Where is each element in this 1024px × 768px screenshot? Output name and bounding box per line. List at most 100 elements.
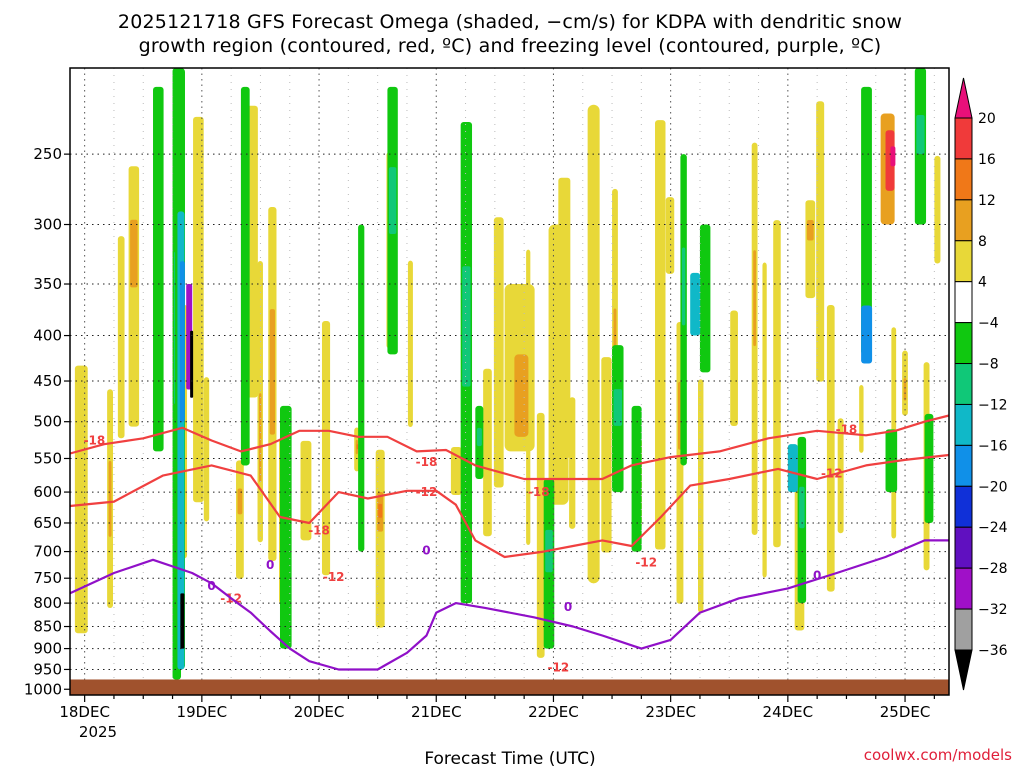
omega-cell	[375, 449, 385, 628]
x-axis-title: Forecast Time (UTC)	[424, 749, 595, 768]
contour-label: -12	[635, 555, 657, 569]
omega-cell	[300, 440, 312, 541]
contour-label: -12	[323, 570, 345, 584]
colorbar-bin	[954, 281, 973, 324]
omega-cell	[861, 86, 872, 355]
omega-cell	[787, 444, 798, 493]
omega-cell	[805, 200, 816, 299]
colorbar-tick-label: 8	[978, 234, 987, 250]
omega-cell	[237, 488, 243, 515]
omega-cell	[108, 460, 112, 537]
x-tick-label: 18DEC	[59, 703, 110, 721]
colorbar-bin	[954, 444, 973, 487]
y-tick-label: 950	[33, 660, 62, 678]
omega-cell	[203, 377, 210, 522]
omega-cell	[934, 155, 941, 264]
omega-cell	[690, 272, 701, 336]
colorbar-bin	[954, 649, 973, 691]
omega-cell	[903, 378, 907, 401]
omega-cell	[378, 503, 383, 518]
omega-cell	[613, 389, 623, 426]
omega-cell	[799, 486, 805, 529]
omega-cell	[388, 167, 397, 234]
omega-cell	[816, 101, 825, 382]
y-tick-label: 750	[33, 569, 62, 587]
omega-cell	[450, 446, 462, 496]
colorbar-tick-label: −16	[978, 438, 1008, 454]
colorbar-bin	[954, 77, 973, 119]
omega-cell	[837, 418, 844, 534]
x-tick-label: 21DEC	[411, 703, 462, 721]
contour--18	[69, 414, 950, 481]
omega-cell	[407, 260, 413, 427]
colorbar-bin	[954, 608, 973, 651]
y-tick-label: 400	[33, 327, 62, 345]
chart-title-line-2: growth region (contoured, red, ºC) and f…	[139, 35, 882, 57]
omega-cell	[861, 305, 873, 364]
omega-cell	[128, 166, 140, 427]
omega-cell	[924, 413, 934, 523]
omega-cell	[681, 247, 686, 326]
colorbar-bin	[954, 117, 973, 160]
omega-cell	[153, 86, 164, 452]
omega-cell	[773, 220, 781, 548]
omega-cell	[890, 146, 896, 167]
omega-cell	[493, 217, 504, 488]
omega-cell	[483, 368, 492, 537]
colorbar-tick-label: 20	[978, 111, 996, 127]
contour-0	[69, 539, 949, 671]
contour-label: -12	[416, 485, 438, 499]
y-tick-label: 550	[33, 449, 62, 467]
omega-cell	[569, 397, 576, 529]
contour-label: 0	[564, 600, 572, 614]
omega-cell	[730, 310, 738, 426]
y-tick-label: 600	[33, 483, 62, 501]
contour-label: -18	[836, 422, 858, 436]
omega-cell	[190, 330, 194, 398]
x-tick-label: 22DEC	[528, 703, 579, 721]
omega-cell	[179, 261, 185, 422]
omega-cell	[916, 114, 925, 155]
omega-cell	[130, 219, 138, 288]
grid-layer	[70, 68, 949, 695]
colorbar-tick-label: −36	[978, 643, 1008, 659]
y-tick-label: 350	[33, 275, 62, 293]
omega-cell	[74, 365, 88, 634]
omega-cell	[613, 308, 617, 356]
colorbar-bin	[954, 240, 973, 283]
colorbar-tick-label: 16	[978, 152, 996, 168]
omega-cell	[548, 224, 569, 505]
y-tick-label: 1000	[24, 680, 62, 698]
contour-label: -18	[308, 524, 330, 538]
omega-cell	[697, 379, 704, 613]
omega-cell	[356, 444, 359, 450]
y-tick-label: 800	[33, 594, 62, 612]
omega-cell	[587, 104, 600, 584]
colorbar-tick-label: −28	[978, 561, 1008, 577]
contour-label: -18	[84, 434, 106, 448]
x-tick-label: 19DEC	[177, 703, 228, 721]
contour-label: -18	[416, 455, 438, 469]
contour-label: 0	[266, 558, 274, 572]
omega-cell	[321, 320, 331, 576]
contour--12	[69, 453, 950, 559]
y-tick-label: 250	[33, 145, 62, 163]
colorbar-bin	[954, 485, 973, 528]
x-tick-label: 23DEC	[645, 703, 696, 721]
colorbar-bin	[954, 363, 973, 405]
omega-shading-layer	[74, 68, 941, 680]
colorbar-bin	[954, 403, 973, 446]
colorbar-bin	[954, 199, 973, 242]
contour-label: -12	[547, 660, 569, 674]
omega-cell	[462, 266, 471, 387]
x-tick-label: 25DEC	[880, 703, 931, 721]
x-year-label: 2025	[79, 723, 117, 741]
omega-cell	[601, 357, 612, 553]
omega-cell	[699, 224, 711, 373]
y-tick-label: 500	[33, 413, 62, 431]
x-tick-label: 24DEC	[763, 703, 814, 721]
colorbar-bin	[954, 567, 973, 610]
colorbar: 20 16 12 8 4 −4 −8 −12 −16 −20 −24 −28 −32 −36	[954, 77, 1008, 691]
